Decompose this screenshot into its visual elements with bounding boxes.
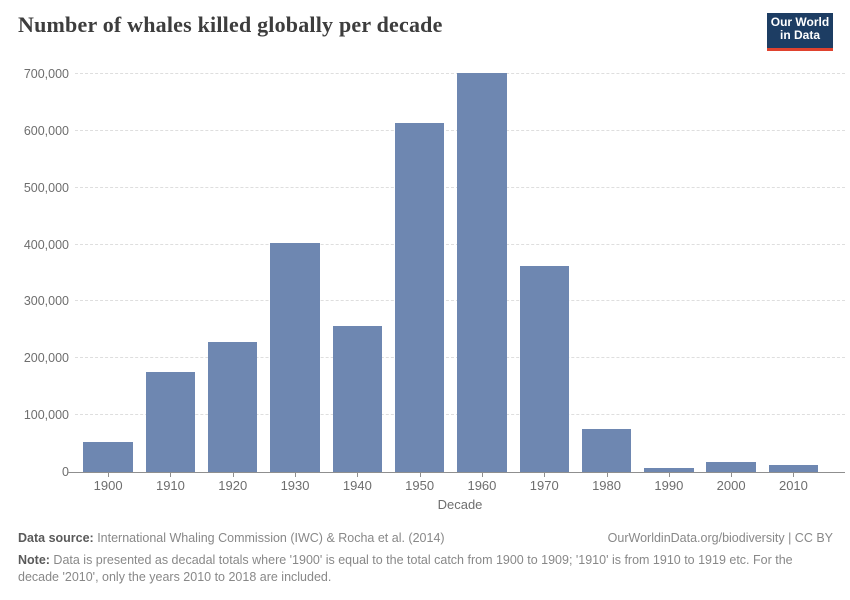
y-axis-tick-label: 400,000 — [23, 237, 69, 252]
y-axis-tick-label: 600,000 — [23, 123, 69, 138]
x-axis-title: Decade — [437, 497, 483, 512]
x-axis-tick-mark — [544, 473, 546, 477]
x-axis-tick-mark — [232, 473, 234, 477]
source-row: Data source: International Whaling Commi… — [18, 530, 833, 547]
x-axis-baseline — [68, 472, 845, 473]
y-axis-tick-label: 300,000 — [23, 294, 69, 309]
x-axis-tick-mark — [108, 473, 110, 477]
bar-1960[interactable] — [457, 72, 507, 472]
x-axis-tick-label-1920: 1920 — [218, 478, 248, 493]
x-axis-tick-mark — [481, 473, 483, 477]
bar-1930[interactable] — [270, 242, 320, 472]
x-axis-tick-label-1990: 1990 — [654, 478, 684, 493]
y-axis-tick-label: 200,000 — [23, 351, 69, 366]
y-axis-tick-label: 100,000 — [23, 408, 69, 423]
bar-1920[interactable] — [208, 342, 258, 472]
x-axis-tick-label-1930: 1930 — [280, 478, 310, 493]
data-source-label: Data source: — [18, 531, 94, 545]
chart-footer: Data source: International Whaling Commi… — [18, 530, 833, 586]
chart-note: Note: Data is presented as decadal total… — [18, 552, 833, 586]
bar-1980[interactable] — [581, 428, 632, 472]
note-label: Note: — [18, 553, 50, 567]
bar-2010[interactable] — [768, 465, 819, 472]
bar-chart-plot-area: 0 100,000 200,000 300,000 400,000 500,000 600,… — [24, 67, 845, 493]
bar-1950[interactable] — [394, 123, 445, 472]
x-axis-tick-mark — [668, 473, 670, 477]
x-axis-tick-mark — [170, 473, 172, 477]
bar-1990[interactable] — [644, 468, 694, 472]
owid-logo-line1: Our World — [770, 14, 830, 29]
note-text: Data is presented as decadal totals wher… — [18, 553, 793, 584]
y-axis-tick-label: 500,000 — [23, 180, 69, 195]
bar-2000[interactable] — [706, 462, 756, 472]
x-axis-tick-label-2010: 2010 — [778, 478, 808, 493]
y-axis-tick-label: 0 — [62, 465, 69, 479]
owid-logo[interactable]: Our World in Data — [767, 13, 833, 51]
x-axis-tick-label-1980: 1980 — [592, 478, 621, 493]
x-axis-tick-label-1960: 1960 — [467, 478, 497, 493]
owid-license-link[interactable]: OurWorldinData.org/biodiversity | CC BY — [607, 531, 833, 545]
x-axis-tick-label-1940: 1940 — [342, 478, 372, 493]
bar-1900[interactable] — [83, 442, 133, 472]
x-axis-tick-mark — [793, 473, 795, 477]
x-axis-tick-label-2000: 2000 — [716, 478, 746, 493]
bar-1910[interactable] — [145, 371, 196, 472]
x-axis-tick-label-1970: 1970 — [529, 478, 559, 493]
owid-logo-line2: in Data — [779, 28, 820, 42]
x-axis-tick-mark — [731, 473, 733, 477]
data-source: Data source: International Whaling Commi… — [18, 530, 445, 547]
bar-1970[interactable] — [519, 266, 569, 472]
x-axis-tick-label-1910: 1910 — [155, 478, 185, 493]
bar-1940[interactable] — [332, 326, 383, 472]
data-source-text: International Whaling Commission (IWC) &… — [93, 531, 445, 545]
y-axis-tick-label: 700,000 — [23, 67, 69, 81]
x-axis-tick-mark — [419, 473, 421, 477]
x-axis-tick-mark — [295, 473, 297, 477]
x-axis-tick-label-1900: 1900 — [93, 478, 123, 493]
chart-title: Number of whales killed globally per dec… — [18, 12, 443, 37]
x-axis-tick-mark — [606, 473, 608, 477]
x-axis-tick-label-1950: 1950 — [405, 478, 435, 493]
x-axis-tick-mark — [357, 473, 359, 477]
